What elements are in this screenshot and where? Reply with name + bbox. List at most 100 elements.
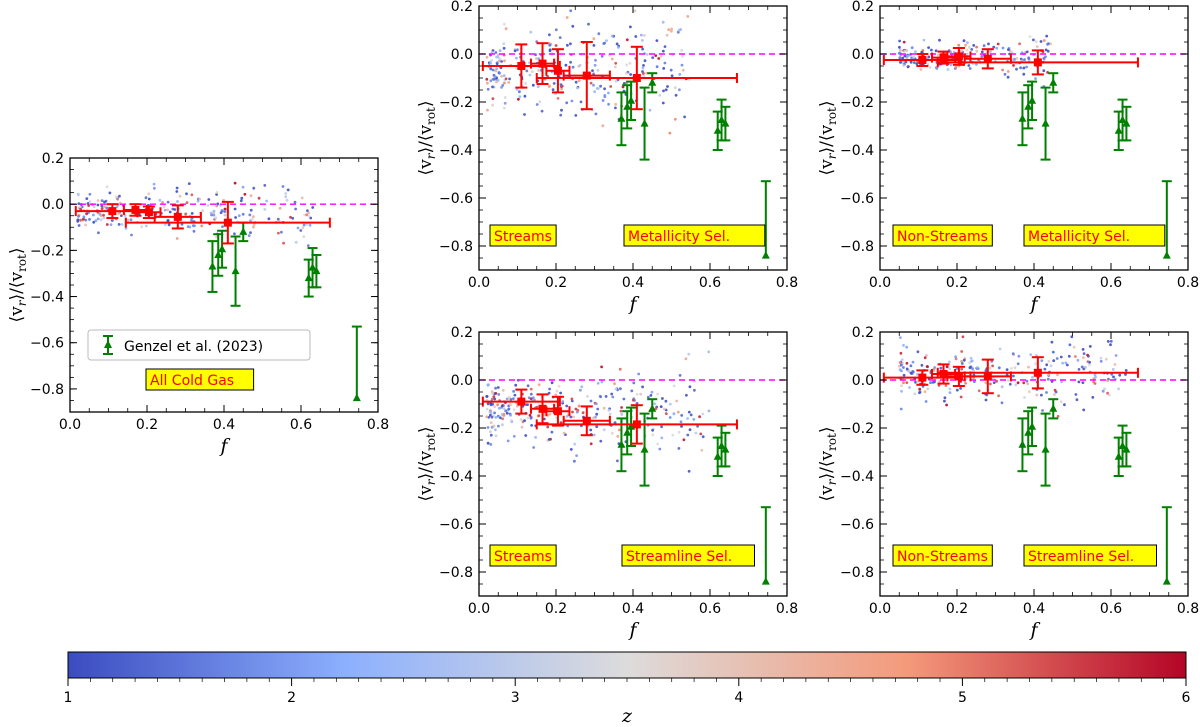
scatter-point: [587, 22, 590, 26]
scatter-point: [969, 356, 973, 360]
scatter-point: [922, 38, 926, 42]
scatter-point: [488, 410, 492, 414]
x-tick-label: 0.0: [468, 601, 490, 617]
scatter-point: [997, 394, 1000, 398]
ylabel-part: ⟩: [416, 100, 436, 107]
scatter-point: [173, 208, 177, 211]
scatter-point: [1106, 379, 1109, 382]
scatter-point: [1082, 352, 1086, 355]
scatter-point: [507, 407, 511, 411]
genzel-marker: [208, 262, 217, 270]
scatter-point: [680, 425, 683, 428]
mean-marker: [632, 420, 641, 429]
scatter-point: [936, 53, 940, 57]
scatter-point: [120, 214, 123, 218]
scatter-point: [614, 61, 618, 65]
scatter-point: [998, 347, 1002, 351]
scatter-point: [496, 403, 499, 407]
scatter-point: [650, 390, 654, 394]
scatter-point: [944, 384, 948, 387]
scatter-point: [658, 447, 662, 451]
scatter-point: [667, 28, 671, 31]
panel-tag-box: [621, 544, 755, 567]
scatter-point: [1074, 393, 1078, 396]
scatter-point: [540, 109, 544, 113]
scatter-point: [614, 106, 617, 110]
binned-means: [882, 356, 1139, 395]
scatter-point: [491, 103, 494, 107]
scatter-point: [1056, 373, 1059, 377]
scatter-point: [188, 225, 192, 229]
scatter-point: [913, 392, 917, 396]
scatter-point: [305, 223, 309, 226]
scatter-point: [1001, 46, 1005, 50]
x-tick-label: 0.6: [1100, 275, 1122, 291]
scatter-point: [153, 186, 156, 190]
scatter-point: [686, 417, 689, 420]
scatter-point: [239, 199, 243, 203]
scatter-point: [503, 106, 506, 110]
scatter-point: [523, 419, 526, 422]
y-axis-label: ⟨vr⟩/⟨vrot⟩: [817, 100, 839, 175]
scatter-point: [1029, 353, 1033, 356]
scatter-point: [505, 411, 509, 415]
scatter-point: [166, 200, 170, 204]
binned-means: [481, 41, 738, 111]
scatter-point: [493, 75, 497, 79]
scatter-point: [1059, 400, 1063, 404]
scatter-point: [1092, 380, 1095, 384]
scatter-point: [502, 407, 506, 410]
scatter-point: [1035, 45, 1039, 48]
mean-marker: [939, 370, 948, 378]
scatter-point: [660, 436, 664, 440]
legend-marker: [104, 340, 112, 348]
scatter-point: [554, 393, 558, 397]
scatter-point: [664, 88, 668, 92]
scatter-point: [92, 205, 96, 209]
scatter-point: [559, 391, 562, 395]
scatter-point: [1052, 359, 1056, 362]
scatter-point: [1091, 396, 1095, 399]
genzel-marker: [1049, 404, 1058, 412]
scatter-point: [277, 231, 280, 235]
scatter-point: [898, 361, 902, 364]
scatter-point: [902, 366, 905, 369]
scatter-point: [1053, 388, 1057, 392]
scatter-point: [278, 206, 282, 210]
scatter-point: [1001, 68, 1004, 72]
scatter-point: [569, 448, 573, 451]
scatter-point: [910, 46, 914, 50]
genzel-marker: [1162, 251, 1171, 259]
scatter-point: [934, 49, 938, 53]
scatter-point: [196, 199, 200, 203]
scatter-point: [534, 436, 537, 439]
y-tick-label: −0.8: [439, 565, 473, 581]
genzel-marker: [623, 428, 632, 436]
scatter-point: [642, 64, 645, 67]
scatter-point: [497, 393, 501, 396]
scatter-point: [215, 193, 219, 196]
scatter-point: [909, 60, 913, 64]
scatter-point: [190, 212, 194, 215]
x-tick-label: 0.8: [1177, 601, 1199, 617]
scatter-point: [965, 52, 969, 56]
scatter-point: [631, 398, 635, 402]
scatter-point: [498, 71, 501, 75]
ylabel-sub: rot: [424, 107, 438, 125]
scatter-point: [198, 197, 202, 201]
legend-label: Genzel et al. (2023): [124, 339, 263, 355]
scatter-point: [234, 216, 238, 219]
scatter-point: [1063, 403, 1066, 407]
scatter-point: [905, 381, 909, 384]
genzel-marker: [1018, 440, 1027, 448]
scatter-point: [680, 49, 684, 52]
scatter-point: [161, 201, 164, 204]
genzel-marker: [352, 393, 361, 402]
ylabel-part: ⟩: [817, 426, 837, 433]
scatter-point: [147, 192, 151, 196]
scatter-point: [597, 32, 601, 36]
scatter-point: [84, 223, 87, 227]
scatter-point: [144, 224, 148, 228]
scatter-point: [494, 51, 498, 54]
scatter-point: [673, 86, 677, 90]
